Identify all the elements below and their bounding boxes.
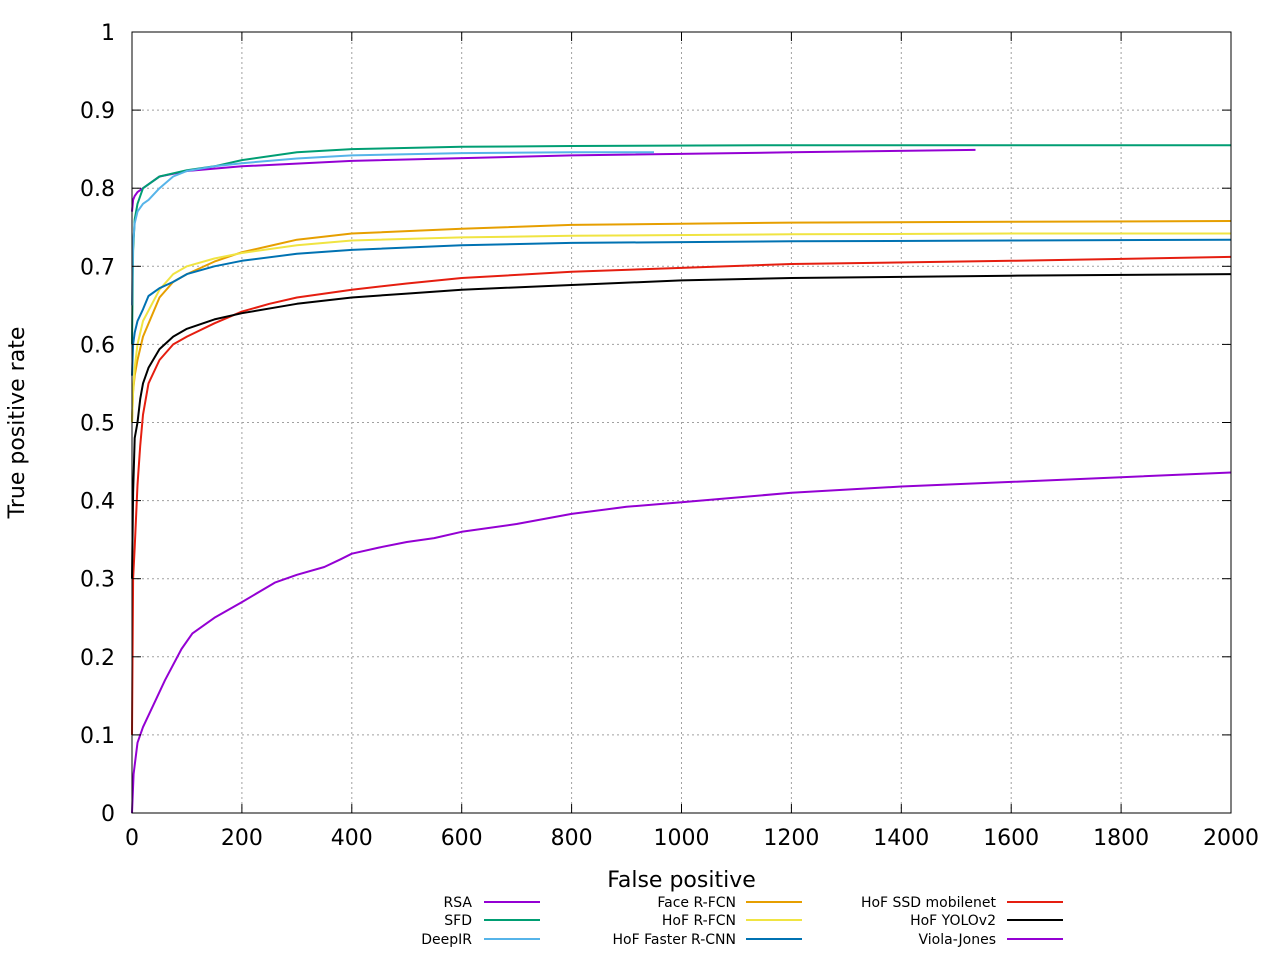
series-line-hof-yolov2 (131, 273, 1232, 579)
legend-label-viola-jones: Viola-Jones (919, 932, 997, 948)
legend-label-hof-yolov2: HoF YOLOv2 (910, 913, 996, 929)
y-tick-label: 0.4 (80, 490, 115, 515)
y-tick-label: 0.1 (80, 724, 115, 749)
tick-labels: 0 200 400 600 800 1000 1200 1400 1600 1800 2000 0 0.… (80, 21, 1259, 851)
axis-ticks (131, 31, 1232, 814)
x-tick-label: 1200 (763, 826, 819, 851)
y-axis-label: True positive rate (5, 327, 30, 520)
legend-label-hof-faster-r-cnn: HoF Faster R-CNN (613, 932, 736, 948)
series-line-face-r-fcn (131, 220, 1232, 423)
y-tick-label: 0.3 (80, 568, 115, 593)
legend: RSA SFD DeepIR Face R-FCN HoF R-FCN HoF Faste… (421, 895, 1063, 948)
series-line-hof-r-fcn (131, 232, 1231, 423)
y-tick-label: 0.6 (80, 333, 115, 358)
series-line-rsa (131, 148, 976, 212)
y-tick-label: 0 (101, 802, 115, 827)
series-line-viola-jones (131, 471, 1232, 814)
series-line-hof-ssd-mobilenet (131, 255, 1232, 735)
series-line-deepir (131, 151, 654, 306)
x-tick-label: 1000 (654, 826, 710, 851)
legend-label-hof-r-fcn: HoF R-FCN (662, 913, 736, 929)
x-tick-label: 200 (221, 826, 263, 851)
series-lines (131, 144, 1232, 814)
x-tick-label: 400 (331, 826, 373, 851)
grid-lines (132, 32, 1231, 813)
y-tick-label: 0.9 (80, 99, 115, 124)
x-tick-label: 0 (125, 826, 139, 851)
x-tick-label: 1400 (873, 826, 929, 851)
legend-label-deepir: DeepIR (421, 932, 472, 948)
x-tick-label: 600 (441, 826, 483, 851)
series-line-sfd (131, 144, 1231, 345)
y-tick-label: 0.5 (80, 412, 115, 437)
x-tick-label: 1800 (1093, 826, 1149, 851)
legend-label-rsa: RSA (444, 895, 473, 911)
x-tick-label: 2000 (1203, 826, 1259, 851)
y-tick-label: 1 (101, 21, 115, 46)
legend-label-sfd: SFD (444, 913, 472, 929)
y-tick-label: 0.7 (80, 255, 115, 280)
y-tick-label: 0.2 (80, 646, 115, 671)
x-tick-label: 800 (551, 826, 593, 851)
legend-label-face-r-fcn: Face R-FCN (657, 895, 736, 911)
legend-label-hof-ssd-mobilenet: HoF SSD mobilenet (861, 895, 997, 911)
series-line-hof-faster-r-cnn (131, 238, 1232, 376)
x-axis-label: False positive (607, 868, 756, 893)
y-tick-label: 0.8 (80, 177, 115, 202)
x-tick-label: 1600 (983, 826, 1039, 851)
